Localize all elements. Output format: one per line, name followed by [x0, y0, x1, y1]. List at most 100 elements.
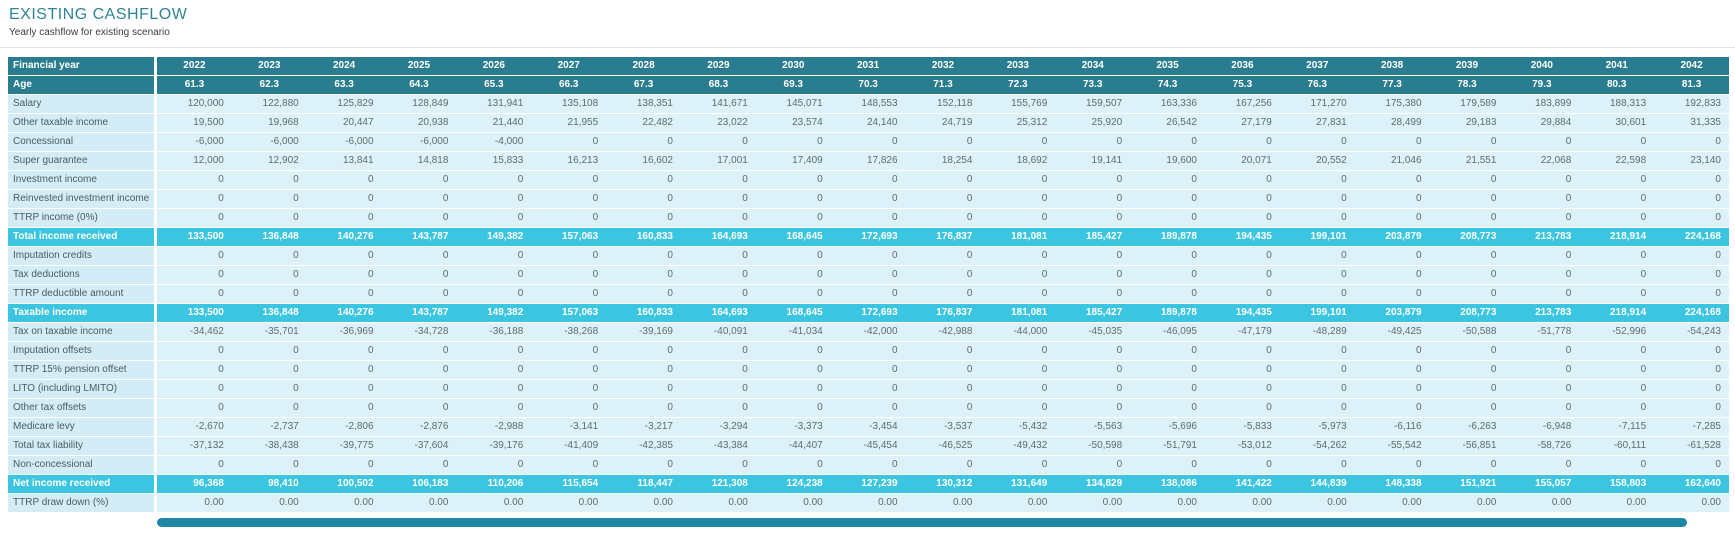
cell: 171,270 — [1310, 98, 1347, 109]
cell: 22,598 — [1615, 155, 1647, 166]
cell: 0 — [966, 136, 973, 147]
horizontal-scrollbar[interactable] — [157, 518, 1687, 527]
cell: 213,783 — [1535, 307, 1572, 318]
cell: 0 — [293, 212, 299, 223]
cell: 30,601 — [1615, 117, 1647, 128]
cell: 19,968 — [268, 117, 299, 128]
cell: 18,254 — [941, 155, 973, 166]
table-row: TTRP 15% pension offset 0 0 0 0 0 0 0 0 0 0 0 0 0 0 0 0 0… — [8, 361, 1729, 380]
cell: 0 — [293, 364, 299, 375]
cell: 0 — [592, 402, 599, 413]
cell: 0 — [667, 174, 673, 185]
cell: -41,034 — [788, 326, 823, 337]
table-row: Super guarantee 12,000 12,902 13,841 14,818 1… — [8, 152, 1729, 171]
cell: 20,447 — [342, 117, 374, 128]
cell: -6,000 — [270, 136, 299, 147]
cell: 98,410 — [268, 478, 299, 489]
cell: 71.3 — [933, 79, 953, 90]
cell: 140,276 — [337, 231, 374, 242]
cell: 0 — [517, 459, 524, 470]
cell: 0 — [817, 136, 823, 147]
cell: 0 — [293, 250, 299, 261]
table-row: Medicare levy -2,670 -2,737 -2,806 -2,876 -2,… — [8, 418, 1729, 437]
cell: 2039 — [1455, 60, 1479, 71]
cell: 0 — [742, 288, 748, 299]
page-subtitle: Yearly cashflow for existing scenario — [9, 27, 170, 38]
cashflow-table: Financial year 2022 2023 2024 2025 2026 2027 20… — [8, 57, 1729, 513]
cell: -2,670 — [195, 421, 224, 432]
cell: 0 — [1341, 136, 1347, 147]
cell: 31,335 — [1690, 117, 1721, 128]
table-row: Tax deductions 0 0 0 0 0 0 0 0 0 0 0 0 0 0 0 0 0 0 0 0 0 — [8, 266, 1729, 285]
cell: 12,000 — [193, 155, 224, 166]
cell: 0 — [1116, 250, 1123, 261]
cell: 0 — [442, 345, 449, 356]
cell: 0 — [1715, 345, 1721, 356]
table-row: TTRP income (0%) 0 0 0 0 0 0 0 0 0 0 0 0 0 0 0 0 0 0 0 0 0 — [8, 209, 1729, 228]
cell: -36,969 — [339, 326, 374, 337]
cell: 0 — [667, 269, 673, 280]
cell: 0 — [1715, 269, 1721, 280]
cell: 0 — [742, 174, 748, 185]
cell: 0 — [742, 402, 748, 413]
cell: 0 — [1640, 136, 1647, 147]
cell: -35,701 — [264, 326, 299, 337]
cell: -51,778 — [1537, 326, 1572, 337]
cell: 149,382 — [487, 307, 524, 318]
cell: 75.3 — [1232, 79, 1253, 90]
cell: 0 — [966, 345, 973, 356]
cell: 0.00 — [1252, 497, 1272, 508]
cell: 183,899 — [1535, 98, 1572, 109]
cell: 0 — [742, 345, 748, 356]
cell: 0 — [1565, 174, 1572, 185]
cell: -42,385 — [639, 440, 673, 451]
cell: 79.3 — [1532, 79, 1552, 90]
row-label: Net income received — [8, 475, 157, 493]
table-row: LITO (including LMITO) 0 0 0 0 0 0 0 0 0 0 0 0 0 0 0 0 0 0… — [8, 380, 1729, 399]
cell: 0 — [1116, 345, 1123, 356]
cell: 29,884 — [1540, 117, 1572, 128]
cell: 0 — [966, 364, 973, 375]
cell: 0 — [1565, 402, 1572, 413]
cell: 0 — [966, 174, 973, 185]
cell: -41,409 — [564, 440, 599, 451]
cell: 0 — [592, 345, 599, 356]
cell: 0 — [1640, 459, 1647, 470]
cell: 0 — [218, 174, 224, 185]
cell: 0 — [1565, 193, 1572, 204]
cell: -40,091 — [713, 326, 748, 337]
cell: 0 — [368, 174, 374, 185]
cell: 192,833 — [1684, 98, 1721, 109]
cell: 80.3 — [1606, 79, 1627, 90]
cell: -50,598 — [1088, 440, 1123, 451]
cell: 0 — [1191, 193, 1197, 204]
cell: 0 — [218, 212, 224, 223]
cell: 0 — [368, 212, 374, 223]
cell: 0 — [1490, 193, 1497, 204]
cell: 0 — [442, 383, 449, 394]
cell: -2,988 — [494, 421, 524, 432]
cell: 23,140 — [1690, 155, 1721, 166]
cell: 224,168 — [1684, 307, 1721, 318]
cell: 21,955 — [567, 117, 599, 128]
cell: 29,183 — [1465, 117, 1497, 128]
cell: 0 — [1116, 269, 1123, 280]
cell: 199,101 — [1310, 307, 1347, 318]
cell: 0 — [1416, 383, 1422, 394]
cell: 2026 — [482, 60, 505, 71]
cell: 14,818 — [417, 155, 449, 166]
cell: 0 — [892, 459, 898, 470]
cell: 2024 — [333, 60, 356, 71]
cell: 62.3 — [259, 79, 279, 90]
cell: 160,833 — [636, 231, 673, 242]
cell: 0 — [1565, 383, 1572, 394]
cell: 0 — [1490, 136, 1497, 147]
cell: 0 — [442, 193, 449, 204]
cell: 163,336 — [1160, 98, 1197, 109]
cell: 0.00 — [1626, 497, 1647, 508]
cell: 0 — [218, 402, 224, 413]
cell: 0 — [667, 402, 673, 413]
cell: 0 — [218, 383, 224, 394]
row-label: Concessional — [8, 133, 157, 151]
cell: 0 — [1565, 288, 1572, 299]
